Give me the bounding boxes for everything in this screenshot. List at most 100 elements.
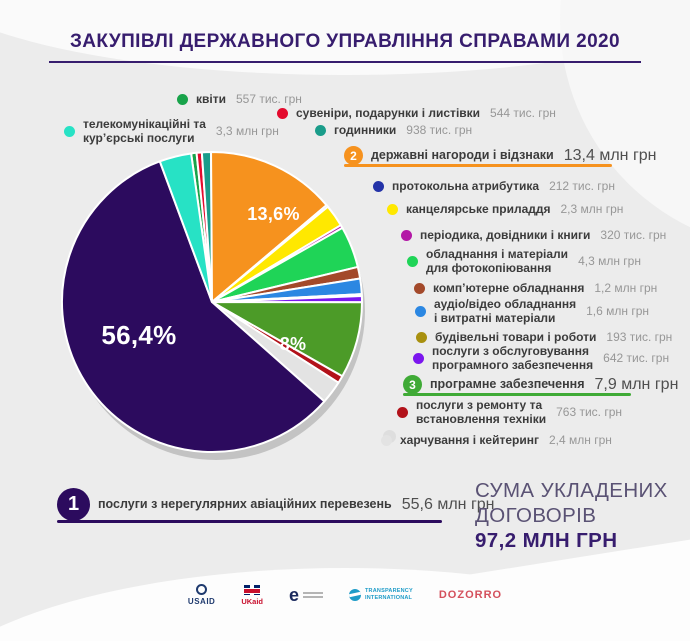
slice-percent-label: 8%	[279, 334, 307, 354]
summary-title-line2: ДОГОВОРІВ	[475, 504, 597, 527]
legend-item-7: періодика, довідники і книги 320 тис. грн	[401, 228, 666, 242]
summary-title-line1: СУМА УКЛАДЕНИХ	[475, 479, 668, 502]
legend-item-2: телекомунікаційні та кур’єрські послуги 3…	[64, 117, 279, 145]
page-title: ЗАКУПІВЛІ ДЕРЖАВНОГО УПРАВЛІННЯ СПРАВАМИ…	[70, 31, 620, 52]
legend-item-11: будівельні товари і роботи 193 тис. грн	[416, 330, 672, 344]
legend-label: годинники	[334, 123, 397, 137]
legend-label: будівельні товари і роботи	[435, 330, 597, 344]
pie-slice-3	[210, 150, 328, 303]
color-dot	[397, 406, 408, 418]
legend-label: програмне забезпечення	[430, 377, 585, 392]
legend-label: обладнання і матеріали для фотокопіюванн…	[426, 247, 569, 276]
eurasia-foundation-logo: e	[289, 586, 323, 604]
legend-item-1: сувеніри, подарунки і листівки 544 тис. г…	[277, 106, 556, 120]
usaid-seal-icon	[196, 584, 208, 595]
legend-label: аудіо/відео обладнання і витратні матері…	[434, 297, 577, 326]
legend-value: 3,3 млн грн	[215, 124, 279, 139]
dozorro-label: DOZORRO	[438, 589, 503, 601]
legend-value: 13,4 млн грн	[563, 146, 657, 164]
legend-item-5: протокольна атрибутика 212 тис. грн	[373, 179, 615, 193]
legend-label: протокольна атрибутика	[392, 179, 540, 193]
legend-label: квіти	[196, 92, 226, 106]
legend-label: телекомунікаційні та кур’єрські послуги	[83, 117, 206, 146]
legend-item-13: 3 програмне забезпечення 7,9 млн грн	[403, 375, 678, 394]
legend-value: 763 тис. грн	[556, 405, 623, 420]
slice-percent-label: 56,4%	[101, 320, 177, 350]
legend-item-12: послуги з обслуговування програмного заб…	[413, 344, 669, 372]
partner-logos: USAID UKaid e TRANSPARENCY INTERNATIONAL…	[0, 584, 690, 606]
color-dot	[413, 352, 424, 364]
legend-value: 4,3 млн грн	[578, 254, 641, 269]
usaid-label: USAID	[187, 597, 216, 606]
color-dot	[315, 124, 326, 136]
summary-block: СУМА УКЛАДЕНИХ ДОГОВОРІВ 97,2 МЛН ГРН	[475, 478, 668, 553]
legend-label: періодика, довідники і книги	[420, 228, 591, 242]
legend-item-14: послуги з ремонту та встановлення технік…	[397, 398, 622, 426]
ukaid-label: UKaid	[241, 596, 263, 606]
uk-flag-icon	[244, 584, 261, 595]
ukaid-logo: UKaid	[241, 584, 263, 606]
rank-underline-3	[403, 393, 631, 396]
legend-item-16: 1 послуги з нерегулярних авіаційних перев…	[57, 488, 495, 521]
legend-label: державні нагороди і відзнаки	[371, 148, 554, 163]
rank-badge-1: 1	[57, 488, 90, 521]
legend-item-4: 2 державні нагороди і відзнаки 13,4 млн гр…	[344, 146, 657, 165]
legend-label: сувеніри, подарунки і листівки	[296, 106, 481, 120]
legend-item-0: квіти 557 тис. грн	[177, 92, 302, 106]
legend-value: 212 тис. грн	[549, 179, 615, 194]
legend-label: комп’ютерне обладнання	[433, 281, 585, 295]
legend-item-6: канцелярське приладдя 2,3 млн грн	[387, 202, 623, 216]
pie-chart	[60, 150, 365, 460]
legend-item-3: годинники 938 тис. грн	[315, 123, 472, 137]
color-dot	[414, 282, 425, 294]
color-dot	[373, 180, 384, 192]
globe-icon	[349, 589, 361, 601]
rank-badge-3: 3	[403, 375, 422, 394]
color-dot	[416, 331, 427, 343]
eurasia-wordmark	[303, 590, 323, 600]
color-dot	[277, 107, 288, 119]
legend-label: послуги з нерегулярних авіаційних переве…	[98, 497, 392, 512]
rank-badge-2: 2	[344, 146, 363, 165]
legend-value: 557 тис. грн	[235, 92, 302, 107]
legend-value: 320 тис. грн	[600, 228, 667, 243]
legend-value: 1,6 млн грн	[586, 304, 650, 319]
color-dot	[381, 434, 392, 446]
transparency-international-logo: TRANSPARENCY INTERNATIONAL	[349, 588, 413, 601]
eurasia-e-icon: e	[288, 585, 299, 605]
pie-slice-15	[60, 160, 326, 453]
legend-item-9: комп’ютерне обладнання 1,2 млн грн	[414, 281, 657, 295]
pie-slice-16	[158, 152, 213, 303]
legend-value: 544 тис. грн	[490, 106, 556, 121]
legend-item-8: обладнання і матеріали для фотокопіюванн…	[407, 247, 641, 275]
summary-amount: 97,2 МЛН ГРН	[475, 529, 618, 552]
color-dot	[407, 255, 418, 267]
legend-value: 2,3 млн грн	[560, 202, 624, 217]
rank-underline-1	[57, 520, 442, 523]
legend-value: 55,6 млн грн	[401, 495, 495, 513]
legend-item-15: харчування і кейтеринг 2,4 млн грн	[381, 433, 612, 447]
legend-label: послуги з ремонту та встановлення технік…	[416, 398, 547, 427]
legend-label: послуги з обслуговування програмного заб…	[432, 344, 594, 373]
legend-value: 938 тис. грн	[406, 123, 473, 138]
color-dot	[387, 203, 398, 215]
legend-value: 2,4 млн грн	[548, 433, 612, 448]
legend-item-10: аудіо/відео обладнання і витратні матері…	[415, 297, 649, 325]
title-underline	[49, 61, 641, 63]
dozorro-logo: DOZORRO	[439, 589, 502, 601]
legend-value: 642 тис. грн	[603, 351, 670, 366]
color-dot	[64, 125, 75, 137]
usaid-logo: USAID	[188, 584, 215, 606]
color-dot	[177, 93, 188, 105]
color-dot	[415, 305, 426, 317]
transparency-label: TRANSPARENCY INTERNATIONAL	[365, 588, 413, 601]
legend-value: 1,2 млн грн	[594, 281, 658, 296]
legend-label: канцелярське приладдя	[406, 202, 551, 216]
legend-label: харчування і кейтеринг	[400, 433, 539, 447]
legend-value: 7,9 млн грн	[594, 375, 679, 393]
rank-underline-2	[344, 164, 612, 167]
legend-value: 193 тис. грн	[606, 330, 673, 345]
slice-percent-label: 13,6%	[247, 204, 300, 224]
color-dot	[401, 229, 412, 241]
